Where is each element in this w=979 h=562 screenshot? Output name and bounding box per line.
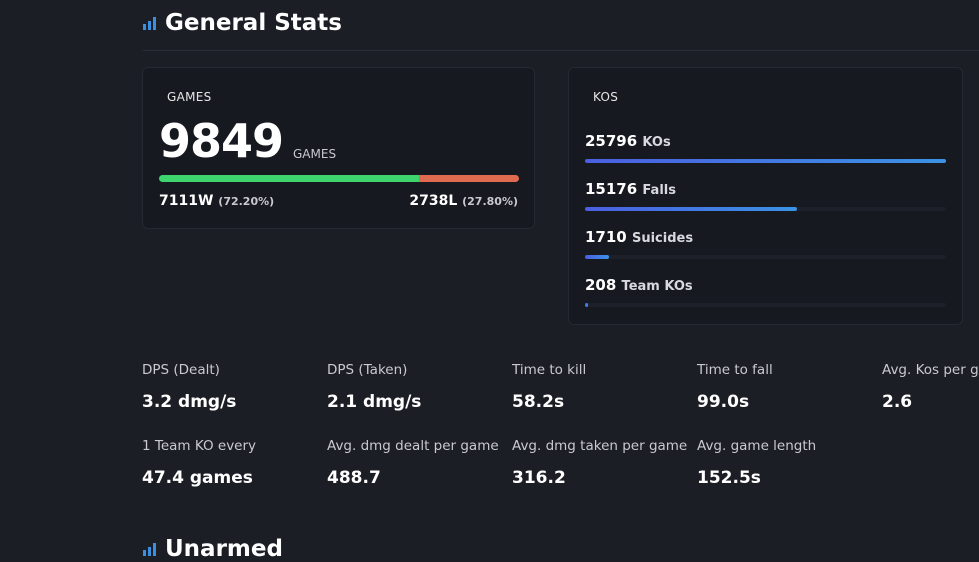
stat-item: Time to fall 99.0s	[697, 360, 877, 412]
ko-bar	[585, 207, 798, 211]
stat-value: 316.2	[512, 468, 566, 488]
ko-row-text: 25796 KOs	[585, 132, 946, 150]
stat-label: Time to kill	[512, 362, 587, 378]
ko-track	[585, 207, 946, 211]
ko-label: Falls	[642, 183, 676, 198]
ko-track	[585, 255, 946, 259]
stat-item: DPS (Dealt) 3.2 dmg/s	[142, 360, 322, 412]
losses: 2738L (27.80%)	[409, 193, 518, 209]
stat-value: 47.4 games	[142, 468, 253, 488]
games-label: GAMES	[167, 90, 212, 104]
stat-label: DPS (Dealt)	[142, 362, 220, 378]
stat-label: Avg. dmg dealt per game	[327, 438, 499, 454]
ko-label: KOs	[642, 135, 671, 150]
stat-item: Avg. dmg dealt per game 488.7	[327, 436, 507, 488]
ko-row: 1710 Suicides	[585, 228, 946, 259]
stat-value: 488.7	[327, 468, 381, 488]
stat-item: Avg. game length 152.5s	[697, 436, 877, 488]
stat-value: 2.1 dmg/s	[327, 392, 422, 412]
wins-count: 7111W	[159, 193, 214, 209]
ko-bar	[585, 255, 609, 259]
kos-label: KOS	[593, 90, 619, 104]
ko-label: Suicides	[631, 231, 694, 246]
loss-percent: (27.80%)	[462, 195, 518, 208]
stat-item: DPS (Taken) 2.1 dmg/s	[327, 360, 507, 412]
stat-value: 3.2 dmg/s	[142, 392, 237, 412]
stat-label: Time to fall	[697, 362, 773, 378]
ko-row: 15176 Falls	[585, 180, 946, 211]
stat-value: 152.5s	[697, 468, 761, 488]
section-title: General Stats	[165, 10, 342, 36]
ko-row-text: 208 Team KOs	[585, 276, 946, 294]
ko-value: 208	[585, 276, 617, 294]
ko-track	[585, 303, 946, 307]
stat-item: 1 Team KO every 47.4 games	[142, 436, 322, 488]
next-section-header: Unarmed	[143, 536, 283, 562]
win-loss-bar	[159, 175, 519, 182]
ko-bar	[585, 303, 588, 307]
ko-row-text: 1710 Suicides	[585, 228, 946, 246]
stat-value: 2.6	[882, 392, 913, 412]
ko-label: Team KOs	[621, 279, 693, 294]
section-header: General Stats	[143, 10, 342, 36]
next-section-title: Unarmed	[165, 536, 283, 562]
ko-track	[585, 159, 946, 163]
stat-value: 58.2s	[512, 392, 565, 412]
stat-label: Avg. Kos per game	[882, 362, 979, 378]
kos-card: KOS 25796 KOs 15176 Falls 1710 Suicides 208…	[568, 67, 963, 325]
loss-bar	[418, 175, 519, 182]
stat-label: 1 Team KO every	[142, 438, 257, 454]
games-unit: GAMES	[293, 147, 337, 161]
games-card: GAMES 9849 GAMES 7111W (72.20%) 2738L (2…	[142, 67, 535, 229]
ko-value: 25796	[585, 132, 638, 150]
divider	[143, 50, 979, 51]
stat-label: Avg. game length	[697, 438, 817, 454]
stat-label: DPS (Taken)	[327, 362, 408, 378]
ko-row: 208 Team KOs	[585, 276, 946, 307]
stat-label: Avg. dmg taken per game	[512, 438, 688, 454]
bar-chart-icon	[143, 16, 156, 30]
ko-value: 1710	[585, 228, 627, 246]
win-percent: (72.20%)	[218, 195, 275, 208]
ko-value: 15176	[585, 180, 638, 198]
ko-row: 25796 KOs	[585, 132, 946, 163]
stat-item: Time to kill 58.2s	[512, 360, 692, 412]
bar-chart-icon	[143, 542, 156, 556]
wins: 7111W (72.20%)	[159, 193, 274, 209]
stat-item: Avg. dmg taken per game 316.2	[512, 436, 692, 488]
ko-row-text: 15176 Falls	[585, 180, 946, 198]
win-bar	[159, 175, 419, 182]
losses-count: 2738L	[409, 193, 458, 209]
ko-bar	[585, 159, 946, 163]
games-total: 9849	[159, 114, 284, 168]
stat-item: Avg. Kos per game 2.6	[882, 360, 979, 412]
stat-value: 99.0s	[697, 392, 750, 412]
